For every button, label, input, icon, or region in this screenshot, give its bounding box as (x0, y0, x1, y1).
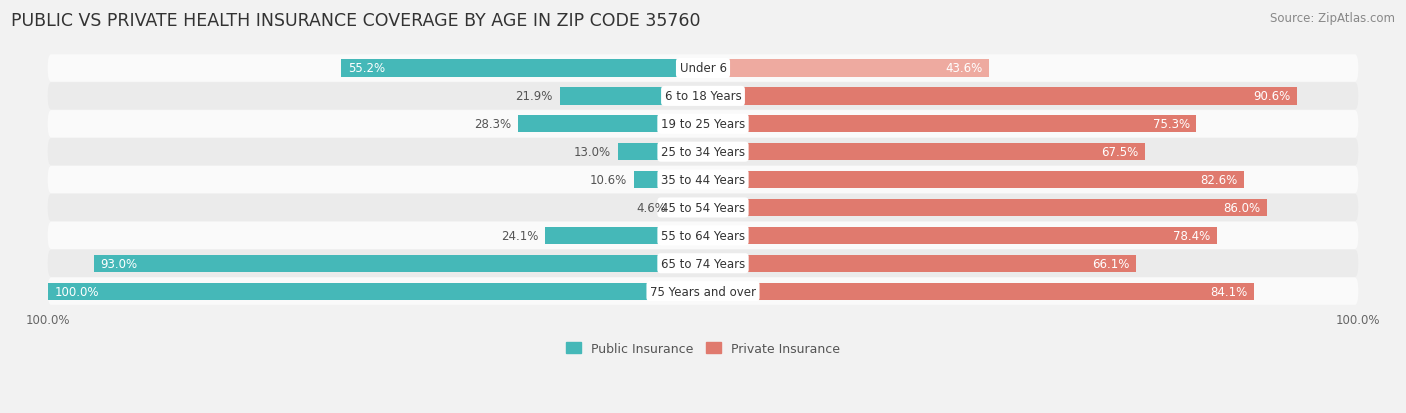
Text: 25 to 34 Years: 25 to 34 Years (661, 146, 745, 159)
Bar (48, 283, 703, 300)
Text: 55 to 64 Years: 55 to 64 Years (661, 229, 745, 242)
Text: 75 Years and over: 75 Years and over (650, 285, 756, 298)
Bar (703, 227, 1216, 244)
Text: 28.3%: 28.3% (474, 118, 510, 131)
FancyBboxPatch shape (48, 55, 1358, 83)
FancyBboxPatch shape (48, 250, 1358, 277)
Text: 90.6%: 90.6% (1253, 90, 1291, 103)
Bar (703, 199, 1267, 216)
Text: 100.0%: 100.0% (55, 285, 98, 298)
FancyBboxPatch shape (48, 111, 1358, 138)
Text: 67.5%: 67.5% (1101, 146, 1139, 159)
Text: 13.0%: 13.0% (574, 146, 612, 159)
Bar (703, 283, 1254, 300)
Text: 82.6%: 82.6% (1201, 173, 1237, 187)
Text: 93.0%: 93.0% (100, 257, 138, 270)
Bar (617, 144, 703, 161)
Text: 86.0%: 86.0% (1223, 202, 1260, 214)
Text: Source: ZipAtlas.com: Source: ZipAtlas.com (1270, 12, 1395, 25)
Bar (703, 144, 1146, 161)
Text: 4.6%: 4.6% (637, 202, 666, 214)
Text: 21.9%: 21.9% (516, 90, 553, 103)
Text: 84.1%: 84.1% (1211, 285, 1247, 298)
FancyBboxPatch shape (48, 166, 1358, 194)
Text: 6 to 18 Years: 6 to 18 Years (665, 90, 741, 103)
Text: 55.2%: 55.2% (347, 62, 385, 75)
Bar (546, 227, 703, 244)
FancyBboxPatch shape (48, 195, 1358, 222)
Bar (703, 255, 1136, 272)
Bar (703, 116, 1197, 133)
Text: 65 to 74 Years: 65 to 74 Years (661, 257, 745, 270)
Bar (560, 88, 703, 105)
Bar (703, 171, 1244, 189)
Bar (94, 255, 703, 272)
Bar (703, 60, 988, 78)
FancyBboxPatch shape (48, 83, 1358, 110)
Text: 66.1%: 66.1% (1092, 257, 1129, 270)
Text: 10.6%: 10.6% (589, 173, 627, 187)
Text: Under 6: Under 6 (679, 62, 727, 75)
Text: 45 to 54 Years: 45 to 54 Years (661, 202, 745, 214)
Text: PUBLIC VS PRIVATE HEALTH INSURANCE COVERAGE BY AGE IN ZIP CODE 35760: PUBLIC VS PRIVATE HEALTH INSURANCE COVER… (11, 12, 700, 30)
Bar (634, 171, 703, 189)
Bar (342, 60, 703, 78)
FancyBboxPatch shape (48, 139, 1358, 166)
FancyBboxPatch shape (48, 278, 1358, 305)
FancyBboxPatch shape (48, 222, 1358, 249)
Text: 35 to 44 Years: 35 to 44 Years (661, 173, 745, 187)
Text: 75.3%: 75.3% (1153, 118, 1189, 131)
Bar (673, 199, 703, 216)
Bar (517, 116, 703, 133)
Text: 78.4%: 78.4% (1173, 229, 1211, 242)
Text: 19 to 25 Years: 19 to 25 Years (661, 118, 745, 131)
Text: 24.1%: 24.1% (501, 229, 538, 242)
Legend: Public Insurance, Private Insurance: Public Insurance, Private Insurance (561, 337, 845, 360)
Text: 43.6%: 43.6% (945, 62, 983, 75)
Bar (703, 88, 1296, 105)
